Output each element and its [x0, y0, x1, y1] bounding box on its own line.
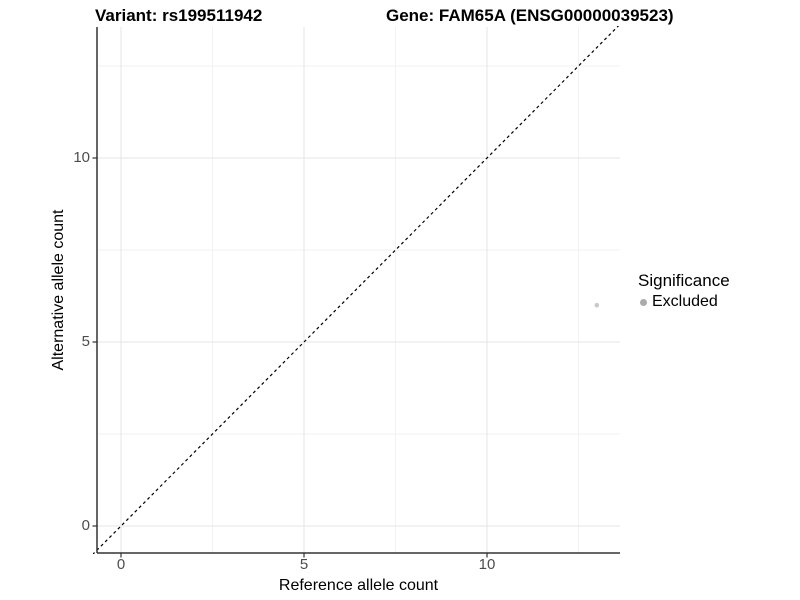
plot-title-gene: Gene: FAM65A (ENSG00000039523): [386, 6, 674, 25]
x-axis-title: Reference allele count: [278, 577, 439, 594]
x-tick-label: 0: [116, 556, 126, 573]
legend: Significance Excluded: [638, 271, 730, 311]
data-point: [594, 302, 600, 308]
y-tick-label: 0: [81, 517, 90, 534]
y-axis-title: Alternative allele count: [50, 209, 67, 371]
y-tick-label: 5: [81, 333, 90, 350]
identity-reference-line: [93, 26, 620, 554]
legend-title: Significance: [638, 271, 730, 290]
legend-entry: Excluded: [638, 293, 730, 311]
legend-point-icon: [640, 298, 647, 306]
plot-title-variant: Variant: rs199511942: [95, 6, 263, 25]
x-tick-label: 10: [478, 556, 496, 573]
x-tick-label: 5: [299, 556, 309, 573]
legend-entry-label: Excluded: [652, 293, 718, 310]
y-tick-label: 10: [73, 149, 90, 166]
